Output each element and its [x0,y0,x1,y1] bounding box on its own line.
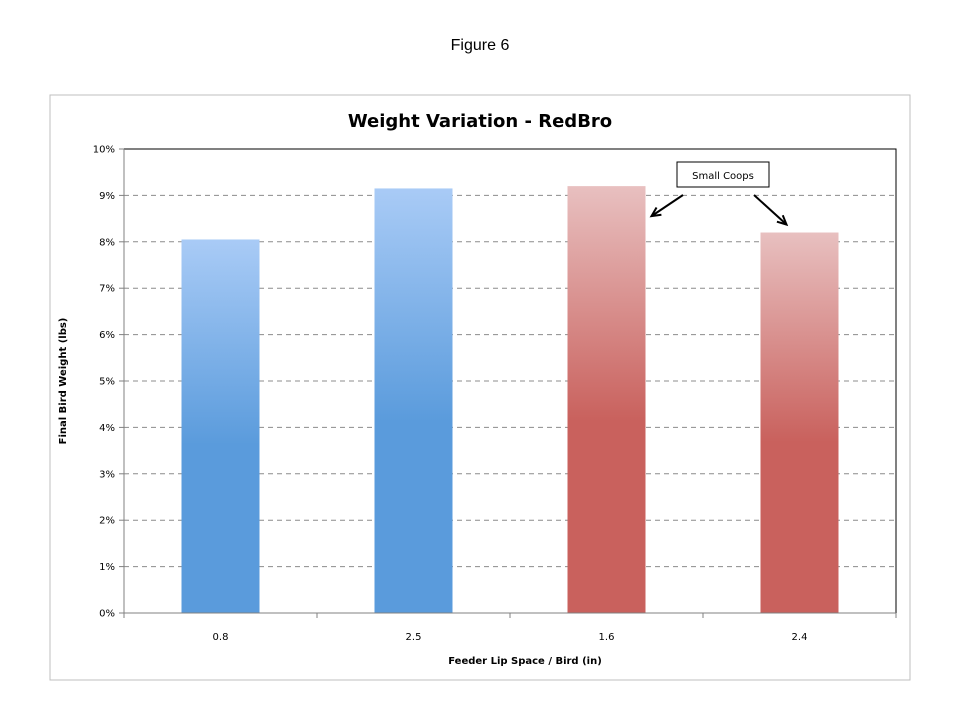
x-axis-ticks: 0.8 2.5 1.6 2.4 [123,613,897,643]
y-tick-label: 10% [93,145,115,156]
y-axis-label: Final Bird Weight (lbs) [58,318,69,445]
y-tick-label: 2% [99,516,115,527]
x-axis-label: Feeder Lip Space / Bird (in) [448,656,602,667]
y-tick-label: 6% [99,330,115,341]
x-tick-label: 2.5 [406,632,422,643]
annotation-arrow [753,194,788,226]
y-tick-label: 7% [99,284,115,295]
y-tick-label: 5% [99,377,115,388]
bar [374,188,453,613]
annotation-text: Small Coops [692,171,754,182]
bar [181,239,260,614]
x-tick-label: 0.8 [213,632,229,643]
bar [567,186,646,613]
y-tick-label: 1% [99,562,115,573]
y-axis-ticks: 0% 1% 2% 3% 4% 5% 6% 7% 8% 9% 10% [93,145,124,620]
y-tick-label: 4% [99,423,115,434]
figure-caption: Figure 6 [450,37,510,54]
bar [760,232,839,613]
y-tick-label: 9% [99,191,115,202]
annotation-arrow [650,194,684,217]
annotation-arrowhead [649,206,662,218]
x-tick-label: 2.4 [792,632,808,643]
y-tick-label: 8% [99,237,115,248]
bars [181,186,839,614]
annotation-arrowhead [776,214,789,227]
x-tick-label: 1.6 [599,632,615,643]
chart-title: Weight Variation - RedBro [348,111,612,132]
annotation: Small Coops [649,161,789,227]
annotation-box [676,161,770,188]
y-tick-label: 3% [99,469,115,480]
y-tick-label: 0% [99,609,115,620]
